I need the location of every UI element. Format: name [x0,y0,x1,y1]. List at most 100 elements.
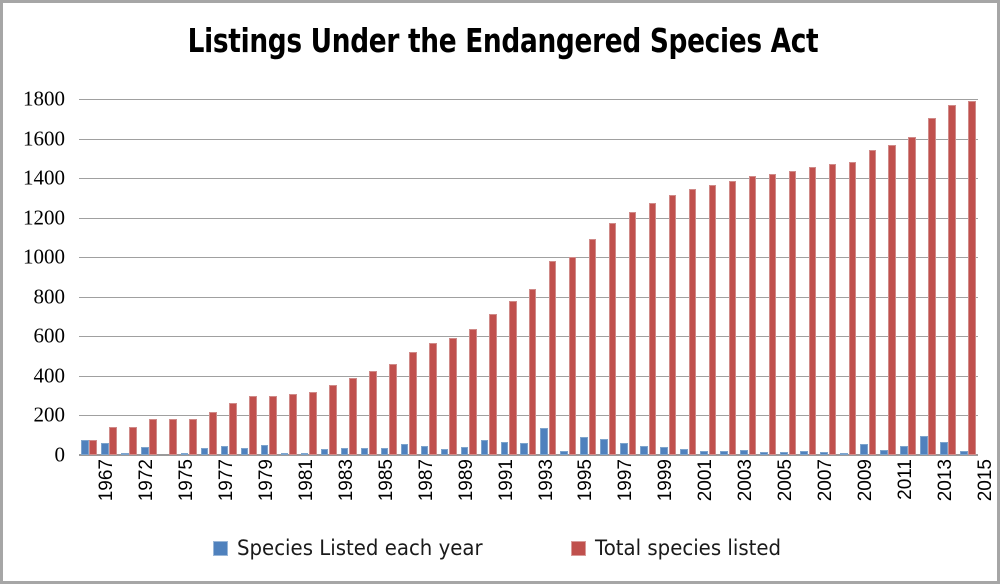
x-tick-label-1967: 1967 [95,459,117,502]
bar-group [79,99,99,455]
bar-species-listed-each-year [920,436,928,455]
bar-group [878,99,898,455]
bar-total-species-listed [209,411,217,455]
bar-species-listed-each-year [960,451,968,455]
bar-species-listed-each-year [460,446,469,455]
gridline-1600 [79,138,978,140]
bar-group [558,99,578,455]
x-tick-label-1972: 1972 [135,459,157,502]
bar-species-listed-each-year [680,449,688,455]
bar-group [698,99,718,455]
bar-group [319,99,339,455]
gridline-1400 [79,178,978,180]
bar-total-species-listed [468,329,477,455]
legend-item-species-listed-each-year[interactable]: Species Listed each year [213,536,498,560]
bar-total-species-listed [828,163,837,455]
y-tick-label-800: 800 [33,284,66,309]
bar-species-listed-each-year [100,442,109,455]
bar-species-listed-each-year [300,453,309,455]
y-tick-label-1400: 1400 [23,165,65,190]
plot-area [79,99,978,456]
x-tick-label-2009: 2009 [855,459,877,502]
bar-group [459,99,479,455]
bar-total-species-listed [948,104,956,455]
x-tick-label-2011: 2011 [895,459,917,500]
bar-species-listed-each-year [720,450,728,455]
bar-total-species-listed [868,150,877,455]
y-tick-label-1200: 1200 [23,205,65,230]
bar-group [578,99,598,455]
x-tick-label-2007: 2007 [815,459,837,502]
gridline-600 [79,336,978,338]
bar-total-species-listed [309,391,317,455]
x-tick-label-1979: 1979 [255,459,277,502]
gridline-1800 [79,99,978,100]
bar-species-listed-each-year [200,448,209,455]
x-tick-label-1977: 1977 [215,459,237,502]
x-tick-label-1991: 1991 [495,459,517,502]
y-tick-label-1600: 1600 [23,126,65,151]
bar-group [439,99,459,455]
gridline-1000 [79,257,978,259]
bar-species-listed-each-year [620,443,628,455]
bar-total-species-listed [189,418,197,455]
bar-total-species-listed [129,426,137,455]
bar-species-listed-each-year [340,447,349,455]
bar-group [798,99,818,455]
x-tick-label-1983: 1983 [335,459,357,502]
bar-total-species-listed [448,337,457,455]
bar-total-species-listed [568,257,577,455]
bar-total-species-listed [349,378,357,455]
bar-total-species-listed [289,393,297,455]
bar-species-listed-each-year [440,449,449,455]
bar-species-listed-each-year [660,447,668,455]
bar-total-species-listed [488,314,497,455]
bar-total-species-listed [508,301,517,455]
legend-swatch-red-icon [570,540,586,556]
bar-total-species-listed [109,427,117,455]
bar-total-species-listed [329,385,337,455]
x-tick-label-1981: 1981 [295,459,317,502]
bar-total-species-listed [708,185,717,455]
bar-group [279,99,299,455]
chart-title: Listings Under the Endangered Species Ac… [187,21,819,60]
x-axis-tick-labels: 1967 1972 1975 1977 1979 1981 1983 1985 1987 1989… [79,459,996,527]
bar-group [818,99,838,455]
bar-species-listed-each-year [700,450,708,455]
bar-group [179,99,199,455]
bar-species-listed-each-year [760,452,768,455]
bar-group [938,99,958,455]
bar-total-species-listed [249,395,257,455]
bar-species-listed-each-year [800,451,808,455]
bar-group [379,99,399,455]
y-tick-label-400: 400 [33,363,66,388]
bar-group [199,99,219,455]
bar-total-species-listed [149,419,157,455]
gridline-800 [79,296,978,298]
bar-group [99,99,119,455]
bar-species-listed-each-year [820,451,828,455]
bar-species-listed-each-year [260,445,269,455]
bars-layer [79,99,978,455]
x-tick-label-1995: 1995 [575,459,597,502]
bar-group [139,99,159,455]
x-tick-label-2003: 2003 [735,459,757,502]
bar-group [658,99,678,455]
legend-item-total-species-listed[interactable]: Total species listed [570,536,793,560]
bar-species-listed-each-year [500,442,509,455]
legend-label-series-2: Total species listed [594,536,781,560]
y-tick-label-600: 600 [33,323,66,348]
bar-total-species-listed [788,171,797,455]
x-tick-label-2005: 2005 [775,459,797,502]
bar-total-species-listed [688,189,697,455]
bar-species-listed-each-year [600,439,608,455]
y-tick-label-0: 0 [54,442,66,467]
x-tick-label-1993: 1993 [535,459,557,502]
bar-group [119,99,139,455]
bar-species-listed-each-year [180,453,189,455]
bar-group [958,99,978,455]
bar-species-listed-each-year [420,446,429,455]
bar-species-listed-each-year [840,452,848,455]
bar-species-listed-each-year [780,452,788,455]
y-tick-label-200: 200 [33,402,66,427]
